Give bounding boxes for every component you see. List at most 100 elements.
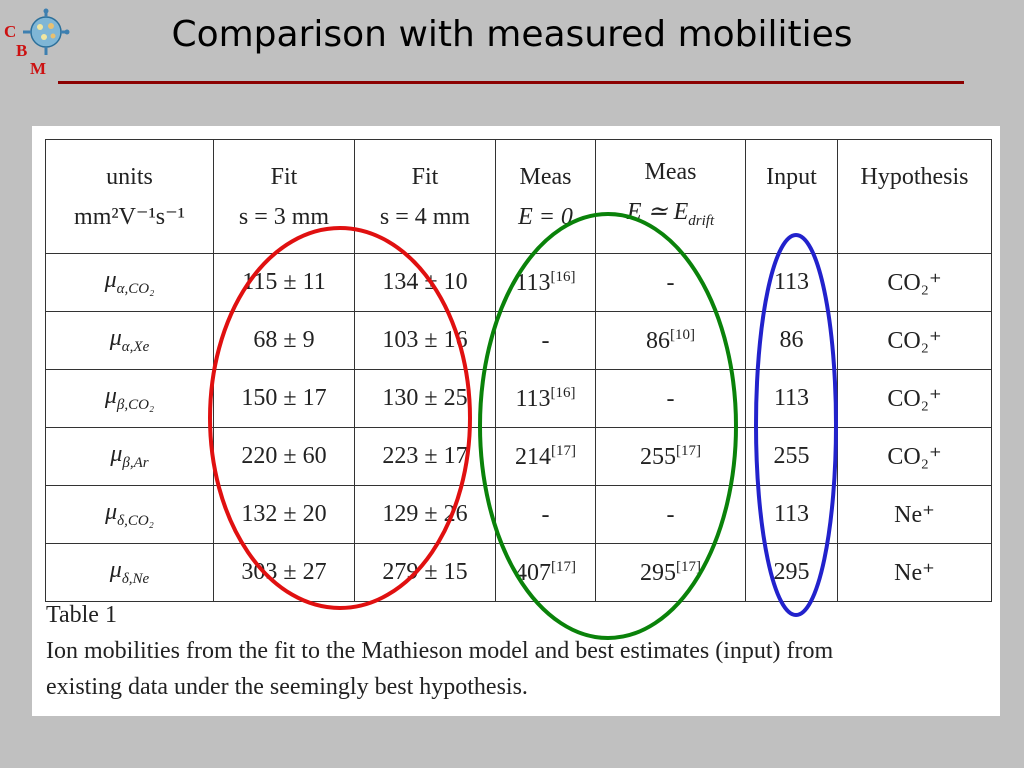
cell-fit-3mm: 150 ± 17 <box>213 369 355 428</box>
cell-fit-3mm-value: 132 ± 20 <box>241 501 327 527</box>
cell-fit-3mm-value: 303 ± 27 <box>241 559 327 585</box>
cell-fit-4mm: 134 ± 10 <box>354 253 496 312</box>
logo-letter-c: C <box>4 22 17 41</box>
cell-hypothesis: CO₂⁺ <box>837 311 992 370</box>
quantity-subscript: δ,CO₂ <box>117 512 154 529</box>
cell-fit-4mm-value: 103 ± 16 <box>382 327 468 353</box>
cell-hypothesis-value: CO₂⁺ <box>887 270 942 296</box>
header-top: Hypothesis <box>860 163 969 190</box>
cell-fit-3mm: 115 ± 11 <box>213 253 355 312</box>
cell-meas-e0-value: 113 <box>515 385 551 412</box>
header-bottom: E = 0 <box>518 203 573 230</box>
quantity-symbol: μ <box>110 441 123 468</box>
header-cell-measdrift: Meas E ≃ Edrift <box>595 139 746 254</box>
table-row: μβ,CO₂ 150 ± 17 130 ± 25 113[16] - 113 CO₂⁺ <box>45 369 992 428</box>
caption-line-2: existing data under the seemingly best h… <box>46 674 528 700</box>
cell-fit-3mm-value: 220 ± 60 <box>241 443 327 469</box>
cell-fit-3mm: 303 ± 27 <box>213 543 355 602</box>
cell-fit-3mm-value: 115 ± 11 <box>242 269 326 295</box>
cell-meas-edrift-value: - <box>666 501 675 528</box>
table-header-row: units mm²V⁻¹s⁻¹ Fit s = 3 mm Fit s = 4 m… <box>45 139 992 254</box>
cell-quantity: μδ,CO₂ <box>45 485 214 544</box>
caption-label: Table 1 <box>46 602 117 628</box>
header-cell-fit4: Fit s = 4 mm <box>354 139 496 254</box>
cell-fit-4mm: 129 ± 26 <box>354 485 496 544</box>
cell-input: 255 <box>745 427 838 486</box>
cell-quantity: μα,Xe <box>45 311 214 370</box>
cell-hypothesis: CO₂⁺ <box>837 369 992 428</box>
header-bottom: s = 3 mm <box>238 203 330 230</box>
table-row: μβ,Ar 220 ± 60 223 ± 17 214[17] 255[17] 255 CO… <box>45 427 992 486</box>
cell-meas-e0-value: 407 <box>515 559 551 586</box>
cell-meas-e0-value: 214 <box>515 443 551 470</box>
cell-input: 86 <box>745 311 838 370</box>
cell-fit-4mm: 130 ± 25 <box>354 369 496 428</box>
cell-fit-4mm-value: 279 ± 15 <box>382 559 468 585</box>
table-row: μα,Xe 68 ± 9 103 ± 16-86[10] 86 CO₂⁺ <box>45 311 992 370</box>
slide-title: Comparison with measured mobilities <box>171 14 853 55</box>
cell-meas-edrift: 255[17] <box>595 427 746 486</box>
logo-letter-m: M <box>30 59 47 78</box>
quantity-subscript: α,CO₂ <box>116 280 155 297</box>
cell-meas-e0: 113[16] <box>495 369 596 428</box>
cell-meas-e0-value: - <box>541 501 550 528</box>
header-cell-meas0: Meas E = 0 <box>495 139 596 254</box>
cell-input: 113 <box>745 369 838 428</box>
cell-quantity: μβ,Ar <box>45 427 214 486</box>
cell-meas-edrift-value: 255 <box>640 443 676 470</box>
caption-line-1: Ion mobilities from the fit to the Mathi… <box>46 638 834 664</box>
header-top: Fit <box>270 163 298 190</box>
cell-input-value: 255 <box>773 443 810 469</box>
quantity-symbol: μ <box>105 499 118 526</box>
header-bottom-main: E ≃ E <box>626 199 689 226</box>
header-bottom: E ≃ Edrift <box>596 192 745 241</box>
reference-marker: [17] <box>551 442 576 459</box>
quantity-symbol: μ <box>104 383 117 410</box>
cell-hypothesis-value: CO₂⁺ <box>887 386 942 412</box>
header-top: Meas <box>644 159 697 186</box>
cell-meas-edrift: - <box>595 369 746 428</box>
header-bottom: mm²V⁻¹s⁻¹ <box>74 203 185 230</box>
cell-hypothesis: Ne⁺ <box>837 543 992 602</box>
logo-letter-b: B <box>16 41 28 60</box>
cell-fit-4mm: 103 ± 16 <box>354 311 496 370</box>
reference-marker: [17] <box>551 558 576 575</box>
cell-fit-4mm: 279 ± 15 <box>354 543 496 602</box>
header-bottom <box>838 197 991 237</box>
cell-meas-edrift-value: 295 <box>640 559 676 586</box>
logo-emblem-icon <box>23 8 70 55</box>
cell-hypothesis-value: Ne⁺ <box>894 560 935 586</box>
cell-meas-e0-value: 113 <box>515 269 551 296</box>
cell-input-value: 113 <box>773 501 810 527</box>
cell-input: 113 <box>745 253 838 312</box>
quantity-subscript: β,Ar <box>122 454 149 471</box>
cell-meas-e0: 113[16] <box>495 253 596 312</box>
cell-fit-4mm: 223 ± 17 <box>354 427 496 486</box>
cell-fit-4mm-value: 129 ± 26 <box>382 501 468 527</box>
cell-fit-3mm-value: 68 ± 9 <box>253 327 315 353</box>
header-top: Fit <box>411 163 439 190</box>
cell-meas-edrift-value: 86 <box>646 327 670 354</box>
cell-fit-4mm-value: 134 ± 10 <box>382 269 468 295</box>
cell-fit-3mm: 68 ± 9 <box>213 311 355 370</box>
table-body: μα,CO₂ 115 ± 11 134 ± 10 113[16] -113 CO₂⁺ μα,… <box>45 253 992 602</box>
cell-meas-e0-value: - <box>541 327 550 354</box>
cell-hypothesis: CO₂⁺ <box>837 427 992 486</box>
mobility-table: units mm²V⁻¹s⁻¹ Fit s = 3 mm Fit s = 4 m… <box>45 139 992 602</box>
quantity-subscript: α,Xe <box>121 338 150 355</box>
cell-input-value: 113 <box>773 385 810 411</box>
cell-meas-e0: 214[17] <box>495 427 596 486</box>
cell-input: 295 <box>745 543 838 602</box>
cell-meas-edrift-value: - <box>666 269 675 296</box>
cell-meas-e0: 407[17] <box>495 543 596 602</box>
cell-input-value: 295 <box>773 559 810 585</box>
reference-marker: [10] <box>670 326 695 343</box>
cell-quantity: μα,CO₂ <box>45 253 214 312</box>
header-cell-fit3: Fit s = 3 mm <box>213 139 355 254</box>
cell-fit-4mm-value: 130 ± 25 <box>382 385 468 411</box>
quantity-symbol: μ <box>104 267 117 294</box>
cell-meas-edrift: 295[17] <box>595 543 746 602</box>
quantity-subscript: β,CO₂ <box>116 396 155 413</box>
cell-hypothesis: Ne⁺ <box>837 485 992 544</box>
cell-input-value: 86 <box>779 327 804 353</box>
